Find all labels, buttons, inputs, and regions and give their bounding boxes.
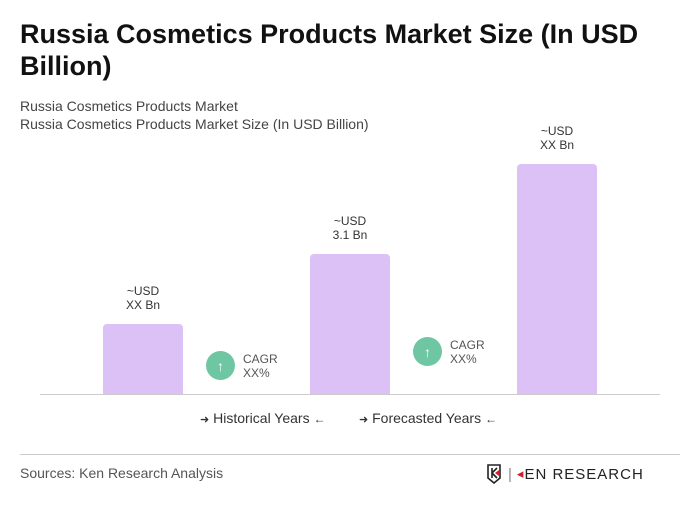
cagr-badge-2: ↑ CAGR XX%: [413, 337, 485, 366]
cagr-label: CAGR: [450, 337, 485, 352]
legend-label: Forecasted Years: [372, 410, 482, 426]
bar-data-label-line: ~USD: [126, 284, 160, 298]
legend-forecasted: ➜ Forecasted Years ←: [359, 410, 497, 426]
bar-data-label-line: XX Bn: [539, 137, 575, 152]
chart-title: Russia Cosmetics Products Market Size (I…: [20, 19, 639, 81]
bar-data-label: ~USD 3.1 Bn: [290, 214, 410, 242]
arrow-right-icon: ➜: [200, 414, 210, 426]
legend-label: Historical Years: [213, 410, 310, 426]
cagr-value: XX%: [450, 351, 477, 366]
logo-icon: [487, 464, 501, 484]
bar: [310, 254, 390, 394]
arrow-left-icon: ←: [313, 412, 326, 426]
bar-data-label-line: ~USD: [333, 214, 367, 228]
ken-research-logo: | ◂ EN RESEARCH: [486, 464, 644, 484]
arrow-left-icon: ←: [484, 412, 497, 426]
chart-subtitle: Russia Cosmetics Products Market: [20, 98, 238, 114]
cagr-value: XX%: [243, 365, 270, 380]
bar-data-label-line: ~USD: [540, 123, 574, 138]
cagr-badge-1: ↑ CAGR XX%: [206, 351, 278, 380]
arrow-right-icon: ➜: [359, 414, 369, 426]
legend-historical: ➜ Historical Years ←: [200, 410, 326, 426]
arrow-up-icon: ↑: [413, 337, 442, 366]
bar: [103, 324, 183, 394]
sources: Sources: Ken Research Analysis: [20, 465, 224, 481]
chart-subtitle-2: Russia Cosmetics Products Market Size (I…: [20, 116, 369, 132]
bar-data-label: ~USD XX Bn: [497, 124, 617, 152]
bar: [517, 163, 597, 394]
bar-data-label: ~USD XX Bn: [83, 284, 203, 312]
arrow-up-icon: ↑: [206, 351, 235, 380]
bar-data-label-line: XX Bn: [125, 298, 161, 312]
bar-data-label-line: 3.1 Bn: [332, 228, 368, 242]
cagr-label: CAGR: [243, 351, 278, 366]
footer-divider: [20, 454, 680, 455]
x-axis-line: [40, 394, 660, 395]
